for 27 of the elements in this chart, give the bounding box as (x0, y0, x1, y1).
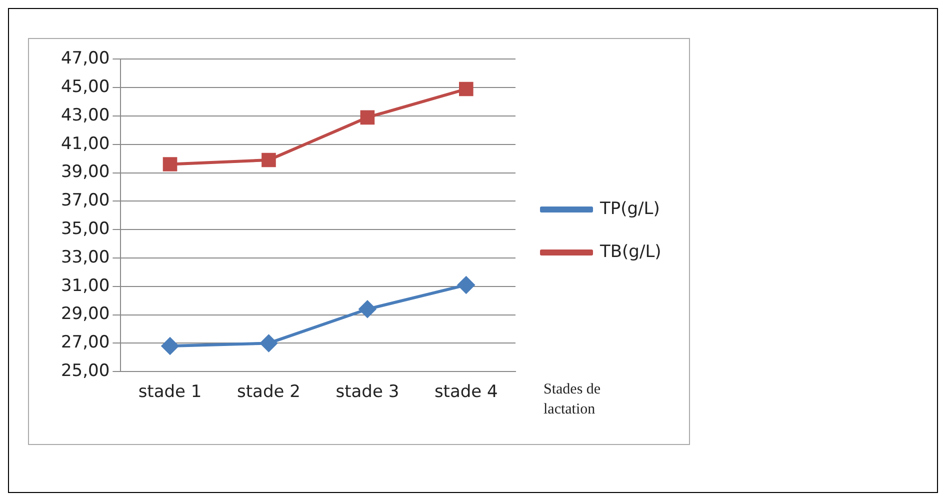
point (162, 338, 179, 355)
point (358, 300, 376, 318)
x-axis-title: Stades de lactation (544, 382, 601, 418)
y-tick-label: 39,00 (60, 162, 110, 182)
y-tick-label: 35,00 (60, 219, 110, 240)
x-tick-label: stade 2 (237, 382, 300, 402)
y-tick-label: 43,00 (60, 105, 110, 126)
y-tick-label: 47,00 (60, 48, 110, 69)
point (162, 157, 178, 172)
y-tick-label: 41,00 (60, 134, 110, 154)
y-tick-label: 37,00 (60, 190, 110, 211)
point (260, 334, 278, 352)
y-tick-label: 31,00 (60, 276, 110, 296)
x-tick-label: stade 4 (434, 382, 498, 402)
point (360, 110, 375, 125)
x-tick-label: stade 1 (138, 382, 202, 402)
legend-label: TB(g/L) (599, 242, 662, 262)
x-tick-label: stade 3 (336, 382, 400, 402)
point (262, 152, 276, 168)
point (458, 276, 475, 294)
legend-label: TP(g/L) (599, 198, 660, 219)
y-tick-label: 45,00 (60, 77, 110, 98)
y-tick-label: 25,00 (60, 361, 110, 382)
y-tick-label: 29,00 (60, 304, 110, 324)
y-tick-label: 27,00 (60, 332, 110, 353)
y-tick-label: 33,00 (60, 247, 110, 268)
point (458, 82, 474, 96)
